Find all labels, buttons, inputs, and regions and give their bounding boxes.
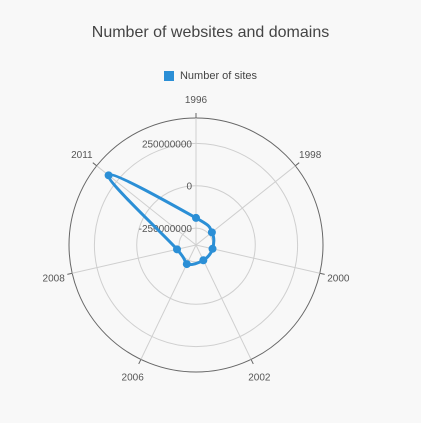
data-point[interactable]: [207, 228, 216, 237]
category-label: 2000: [327, 273, 350, 284]
category-labels: 1996 1998 2000 2002 2006 2008 2011: [43, 95, 350, 384]
category-label: 1998: [299, 150, 322, 161]
axis-tick: [67, 272, 73, 275]
radial-tick-label: 0: [186, 182, 192, 193]
data-point[interactable]: [192, 213, 200, 222]
data-point[interactable]: [104, 171, 113, 180]
category-label: 2006: [122, 373, 145, 384]
category-label: 2011: [71, 150, 93, 161]
polar-grid: [67, 113, 325, 373]
axis-tick: [319, 272, 325, 275]
category-label: 1996: [185, 95, 208, 106]
axis-tick: [294, 162, 300, 167]
grid-spoke: [96, 165, 197, 246]
radial-tick-label: 250000000: [142, 139, 192, 150]
category-label: 2008: [43, 273, 66, 284]
data-point[interactable]: [182, 260, 191, 269]
axis-tick: [250, 359, 254, 365]
category-label: 2002: [248, 373, 271, 384]
axis-tick: [138, 359, 142, 365]
radial-tick-labels: -250000000 0 250000000: [139, 139, 193, 235]
series-layer: [104, 171, 217, 269]
data-point[interactable]: [173, 245, 182, 254]
data-point[interactable]: [199, 256, 208, 265]
chart-title: Number of websites and domains: [91, 24, 330, 41]
legend[interactable]: Number of sites: [0, 70, 421, 82]
grid-spoke: [195, 244, 320, 274]
grid-spoke: [195, 244, 252, 360]
axis-tick: [92, 162, 98, 167]
radial-tick-label: -250000000: [139, 224, 193, 235]
legend-swatch: [163, 71, 174, 81]
legend-label: Number of sites: [179, 70, 258, 82]
data-point[interactable]: [208, 244, 217, 253]
